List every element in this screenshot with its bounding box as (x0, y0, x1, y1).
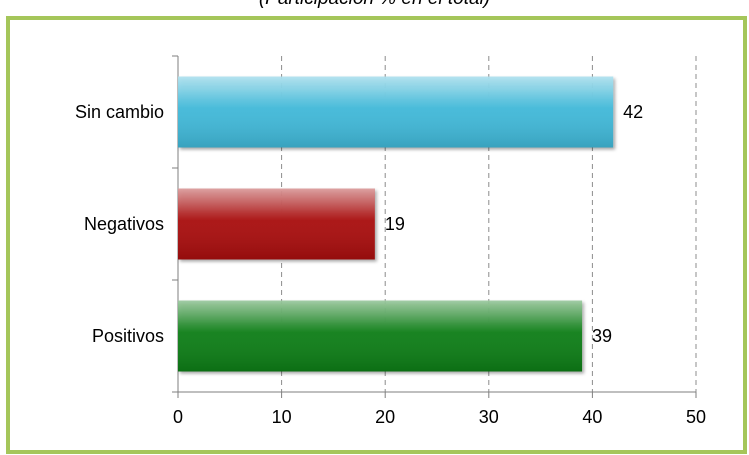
data-label-sin-cambio: 42 (623, 102, 643, 122)
x-tick-label: 40 (582, 407, 602, 427)
bar-group-positivos (178, 300, 583, 372)
data-label-negativos: 19 (385, 214, 405, 234)
category-label-positivos: Positivos (92, 326, 164, 346)
x-tick-label: 30 (479, 407, 499, 427)
x-tick-label: 50 (686, 407, 706, 427)
bar-highlight-negativos (178, 188, 375, 260)
x-tick-label: 0 (173, 407, 183, 427)
category-label-sin-cambio: Sin cambio (75, 102, 164, 122)
category-label-negativos: Negativos (84, 214, 164, 234)
bar-highlight-sin-cambio (178, 76, 614, 148)
x-tick-label: 10 (272, 407, 292, 427)
chart-subtitle-band: (Participación % en el total) (0, 0, 749, 16)
chart-frame: 0 10 20 30 40 50 Sin cambio 42 Negativos 19 Positi… (6, 16, 747, 454)
chart-subtitle: (Participación % en el total) (0, 0, 749, 10)
bar-highlight-positivos (178, 300, 583, 372)
bar-group-sin-cambio (178, 76, 614, 148)
x-tick-label: 20 (375, 407, 395, 427)
bar-chart: 0 10 20 30 40 50 Sin cambio 42 Negativos 19 Positi… (75, 55, 706, 427)
bar-group-negativos (178, 188, 375, 260)
data-label-positivos: 39 (592, 326, 612, 346)
